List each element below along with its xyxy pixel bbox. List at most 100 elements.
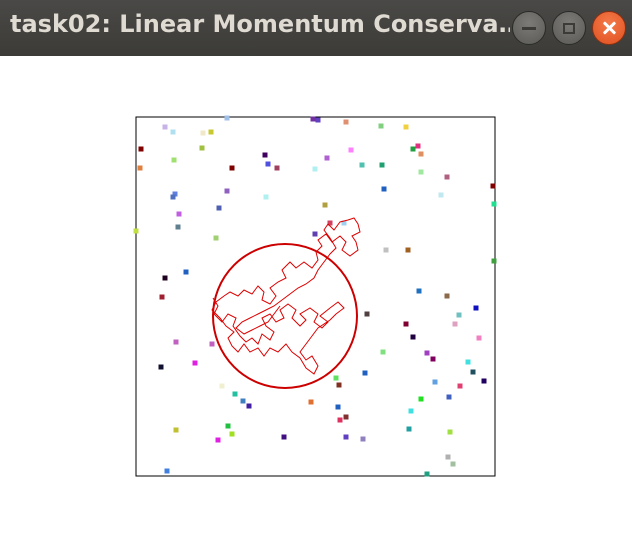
particle bbox=[337, 417, 343, 423]
particle bbox=[175, 224, 181, 230]
particle bbox=[360, 436, 366, 442]
particle bbox=[137, 165, 143, 171]
title-bar[interactable]: task02: Linear Momentum Conserva… bbox=[0, 0, 632, 56]
particle bbox=[452, 321, 458, 327]
particle bbox=[403, 124, 409, 130]
particle bbox=[312, 231, 318, 237]
particle bbox=[262, 152, 268, 158]
particle bbox=[447, 429, 453, 435]
particle bbox=[171, 157, 177, 163]
particle bbox=[164, 468, 170, 474]
particle bbox=[158, 364, 164, 370]
maximize-button[interactable] bbox=[552, 11, 586, 45]
particle bbox=[162, 275, 168, 281]
particle bbox=[490, 183, 496, 189]
particle bbox=[416, 288, 422, 294]
particle bbox=[224, 188, 230, 194]
particle bbox=[341, 220, 347, 226]
particle bbox=[173, 339, 179, 345]
particle bbox=[415, 143, 421, 149]
particle bbox=[403, 321, 409, 327]
particle bbox=[232, 391, 238, 397]
particle bbox=[456, 312, 462, 318]
particle bbox=[378, 123, 384, 129]
particle bbox=[246, 403, 252, 409]
particle bbox=[310, 116, 316, 122]
particle bbox=[333, 375, 339, 381]
particle bbox=[406, 426, 412, 432]
particle bbox=[312, 166, 318, 172]
particle bbox=[327, 220, 333, 226]
large-particle-circle bbox=[212, 243, 358, 389]
particle bbox=[424, 471, 430, 477]
particle bbox=[424, 350, 430, 356]
particle bbox=[348, 147, 354, 153]
particle bbox=[213, 235, 219, 241]
particle bbox=[172, 191, 178, 197]
particle bbox=[444, 174, 450, 180]
particle bbox=[446, 394, 452, 400]
particle bbox=[199, 145, 205, 151]
particle bbox=[381, 186, 387, 192]
particle bbox=[491, 258, 497, 264]
particle bbox=[457, 383, 463, 389]
particles bbox=[133, 115, 497, 477]
particle bbox=[359, 162, 365, 168]
window-title: task02: Linear Momentum Conserva… bbox=[10, 10, 510, 38]
simulation-view bbox=[133, 115, 497, 477]
particle bbox=[170, 129, 176, 135]
minimize-icon bbox=[522, 26, 536, 30]
particle bbox=[208, 129, 214, 135]
particle bbox=[176, 211, 182, 217]
particle bbox=[444, 293, 450, 299]
particle bbox=[229, 165, 235, 171]
particle bbox=[315, 117, 321, 123]
minimize-button[interactable] bbox=[512, 11, 546, 45]
particle bbox=[438, 192, 444, 198]
particle bbox=[225, 423, 231, 429]
particle bbox=[200, 130, 206, 136]
particle bbox=[159, 294, 165, 300]
particle bbox=[470, 369, 476, 375]
close-button[interactable] bbox=[592, 11, 626, 45]
particle bbox=[476, 335, 482, 341]
particle bbox=[410, 146, 416, 152]
particle bbox=[216, 205, 222, 211]
particle bbox=[281, 434, 287, 440]
simulation-canvas bbox=[0, 56, 632, 534]
particle bbox=[138, 146, 144, 152]
particle bbox=[274, 165, 280, 171]
particle bbox=[209, 341, 215, 347]
close-icon bbox=[601, 20, 617, 36]
particle bbox=[343, 434, 349, 440]
particle bbox=[192, 360, 198, 366]
particle bbox=[240, 398, 246, 404]
particle bbox=[405, 247, 411, 253]
particle bbox=[380, 349, 386, 355]
particle bbox=[162, 124, 168, 130]
particle bbox=[473, 305, 479, 311]
particle bbox=[133, 228, 139, 234]
particle bbox=[170, 194, 176, 200]
particle bbox=[173, 427, 179, 433]
particle bbox=[418, 151, 424, 157]
particle bbox=[229, 431, 235, 437]
particle bbox=[335, 404, 341, 410]
particle bbox=[481, 378, 487, 384]
particle bbox=[308, 399, 314, 405]
particle bbox=[379, 162, 385, 168]
particle bbox=[265, 161, 271, 167]
particle bbox=[224, 115, 230, 121]
particle bbox=[432, 379, 438, 385]
maximize-icon bbox=[563, 22, 575, 34]
particle bbox=[322, 202, 328, 208]
particle bbox=[336, 382, 342, 388]
particle bbox=[215, 437, 221, 443]
particle bbox=[491, 201, 497, 207]
particle bbox=[219, 383, 225, 389]
brownian-trail bbox=[211, 217, 361, 375]
particle bbox=[364, 311, 370, 317]
particle bbox=[383, 247, 389, 253]
particle bbox=[408, 408, 414, 414]
particle bbox=[465, 359, 471, 365]
